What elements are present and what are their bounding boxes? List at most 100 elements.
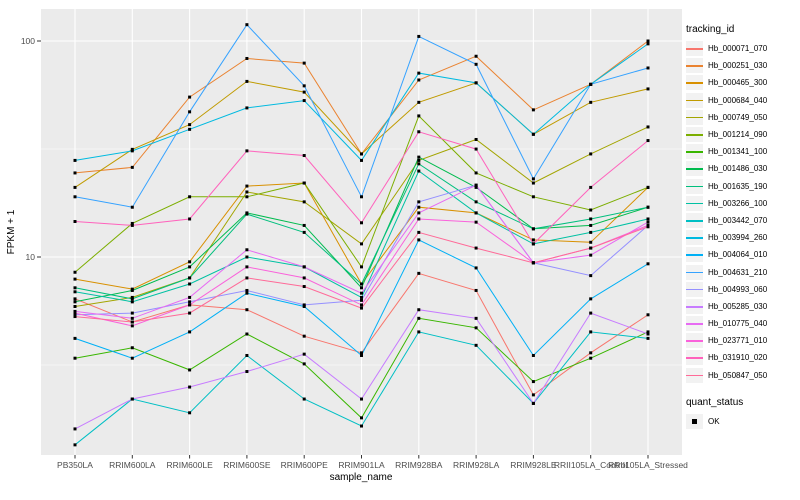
x-tick-label: PB350LA <box>57 460 93 470</box>
data-point <box>245 79 249 83</box>
data-point <box>73 158 77 162</box>
data-point <box>589 356 593 360</box>
legend-item-label: Hb_031910_020 <box>708 353 768 363</box>
data-point <box>302 334 306 338</box>
data-point <box>646 125 650 129</box>
series-color-line-icon <box>686 254 703 256</box>
data-point <box>73 315 77 319</box>
data-point <box>474 343 478 347</box>
data-point <box>417 205 421 209</box>
series-key-icon <box>686 41 703 57</box>
legend-item-Hb_000071_070: Hb_000071_070 <box>686 40 798 57</box>
legend-item-label: Hb_001341_100 <box>708 147 768 157</box>
x-tick-label: RRII105LA_Control <box>554 460 628 470</box>
data-point <box>417 211 421 215</box>
data-point <box>302 265 306 269</box>
x-tick-label: RRIM928LE <box>510 460 557 470</box>
legend-item-label: Hb_004631_210 <box>708 267 768 277</box>
data-point <box>646 39 650 43</box>
data-point <box>245 291 249 295</box>
data-point <box>130 205 134 209</box>
data-point <box>245 255 249 259</box>
legend-item-Hb_001341_100: Hb_001341_100 <box>686 143 798 160</box>
data-point <box>245 184 249 188</box>
data-point <box>245 23 249 27</box>
data-point <box>73 427 77 431</box>
data-point <box>474 266 478 270</box>
series-color-line-icon <box>686 237 703 239</box>
legend-item-Hb_000749_050: Hb_000749_050 <box>686 109 798 126</box>
data-point <box>245 106 249 110</box>
data-point <box>130 346 134 350</box>
data-point <box>589 217 593 221</box>
data-point <box>73 309 77 313</box>
series-key-icon <box>686 161 703 177</box>
series-key-icon <box>686 367 703 383</box>
series-key-icon <box>686 75 703 91</box>
data-point <box>188 303 192 307</box>
data-point <box>646 225 650 229</box>
data-point <box>130 324 134 328</box>
series-color-line-icon <box>686 305 703 308</box>
data-point <box>73 171 77 175</box>
data-point <box>531 227 535 231</box>
y-axis-title: FPKM + 1 <box>6 209 17 254</box>
data-point <box>360 353 363 357</box>
x-tick-label: RRIM928BA <box>395 460 443 470</box>
legend-item-Hb_031910_020: Hb_031910_020 <box>686 349 798 366</box>
data-point <box>360 303 363 307</box>
data-point <box>73 277 77 281</box>
series-key-icon <box>686 230 703 246</box>
x-axis-title: sample_name <box>330 472 393 483</box>
x-tick-label: RRIM600LE <box>166 460 213 470</box>
data-point <box>474 288 478 292</box>
data-point <box>589 311 593 315</box>
data-point <box>474 54 478 58</box>
data-point <box>360 242 363 246</box>
data-point <box>360 351 363 355</box>
series-color-line-icon <box>686 82 703 85</box>
series-key-icon <box>686 144 703 160</box>
data-point <box>188 411 192 415</box>
data-point <box>188 95 192 99</box>
series-key-icon <box>686 281 703 297</box>
data-point <box>302 181 306 185</box>
data-point <box>646 217 650 221</box>
data-point <box>302 154 306 158</box>
data-point <box>646 313 650 317</box>
series-color-line-icon <box>686 340 703 342</box>
x-tick-label: RRII105LA_Stressed <box>608 460 688 470</box>
data-point <box>589 274 593 278</box>
x-tick-label: RRIM928LA <box>453 460 500 470</box>
data-point <box>417 200 421 204</box>
data-point <box>188 385 192 389</box>
series-color-line-icon <box>686 374 703 377</box>
series-color-line-icon <box>686 116 703 119</box>
data-point <box>188 295 192 299</box>
data-point <box>73 219 77 223</box>
data-point <box>73 311 77 315</box>
data-point <box>130 311 134 315</box>
data-point <box>130 288 134 292</box>
data-point <box>531 181 535 185</box>
legend-item-Hb_003442_070: Hb_003442_070 <box>686 212 798 229</box>
data-point <box>417 158 421 162</box>
data-point <box>531 380 535 384</box>
data-point <box>302 276 306 280</box>
data-point <box>130 316 134 320</box>
data-point <box>130 356 134 360</box>
data-point <box>531 238 535 242</box>
data-point <box>589 223 593 227</box>
series-key-icon <box>686 127 703 143</box>
legend-item-label: Hb_023771_010 <box>708 336 768 346</box>
data-point <box>73 336 77 340</box>
data-point <box>589 100 593 104</box>
data-point <box>417 78 421 82</box>
series-color-line-icon <box>686 168 703 170</box>
legend-item-label: Hb_001635_190 <box>708 181 768 191</box>
legend-item-label: OK <box>708 416 720 426</box>
ok-key-icon <box>686 413 703 429</box>
data-point <box>474 171 478 175</box>
series-color-line-icon <box>686 219 703 222</box>
legend-item-Hb_001635_190: Hb_001635_190 <box>686 178 798 195</box>
